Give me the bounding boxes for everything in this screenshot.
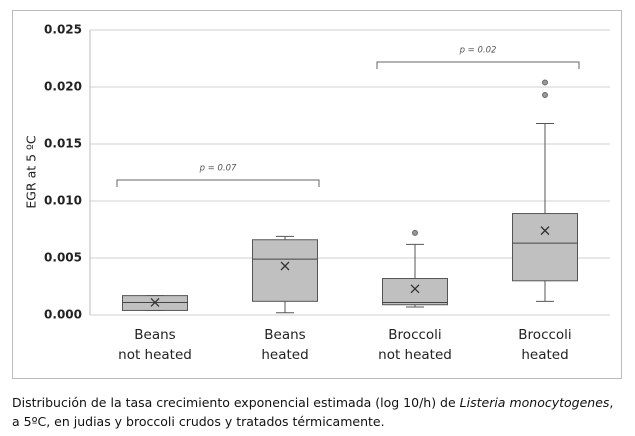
- y-tick-label: 0.025: [44, 23, 82, 37]
- mean-marker: [150, 298, 160, 307]
- outlier: [542, 79, 548, 86]
- chart-frame: [12, 10, 622, 379]
- outlier: [412, 229, 418, 236]
- y-tick-label: 0.000: [44, 308, 82, 322]
- significance-bracket: [376, 61, 580, 69]
- caption: Distribución de la tasa crecimiento expo…: [12, 393, 627, 431]
- box: [252, 239, 318, 302]
- y-tick-label: 0.005: [44, 251, 82, 265]
- annotation: p = 0.02: [459, 46, 497, 56]
- x-tick-label-line: heated: [261, 347, 308, 363]
- chart: EGR at 5 ºC 0.000 0.005 0.010 0.015 0.020 0.0…: [12, 10, 622, 379]
- box: [382, 278, 448, 306]
- x-tick-label-line: Beans: [264, 327, 305, 343]
- x-tick-label-line: heated: [521, 347, 568, 363]
- caption-text: Distribución de la tasa crecimiento expo…: [12, 395, 460, 410]
- x-tick-label-line: not heated: [118, 347, 192, 363]
- mean-marker: [540, 226, 550, 236]
- caption-text: ,: [609, 395, 614, 410]
- y-tick-label: 0.020: [44, 80, 82, 94]
- y-axis-label: EGR at 5 ºC: [24, 135, 39, 209]
- x-tick-label: Broccoli not heated: [378, 327, 452, 363]
- caption-line: Distribución de la tasa crecimiento expo…: [12, 393, 627, 412]
- annotation: p = 0.07: [199, 164, 237, 174]
- x-tick-label-line: Broccoli: [388, 327, 441, 343]
- mean-marker: [410, 284, 420, 294]
- caption-species: Listeria monocytogenes: [459, 395, 610, 410]
- x-tick-label-line: not heated: [378, 347, 452, 363]
- x-tick-label-line: Beans: [134, 327, 175, 343]
- significance-bracket: [116, 179, 320, 187]
- x-tick-label-line: Broccoli: [518, 327, 571, 343]
- y-tick-label: 0.010: [44, 194, 82, 208]
- x-tick-label: Beans not heated: [118, 327, 192, 363]
- box: [512, 213, 578, 282]
- mean-marker: [280, 261, 290, 271]
- y-tick-label: 0.015: [44, 137, 82, 151]
- outlier: [542, 91, 548, 98]
- x-tick-label: Beans heated: [261, 327, 308, 363]
- caption-line: a 5ºC, en judias y broccoli crudos y tra…: [12, 414, 385, 429]
- x-tick-label: Broccoli heated: [518, 327, 571, 363]
